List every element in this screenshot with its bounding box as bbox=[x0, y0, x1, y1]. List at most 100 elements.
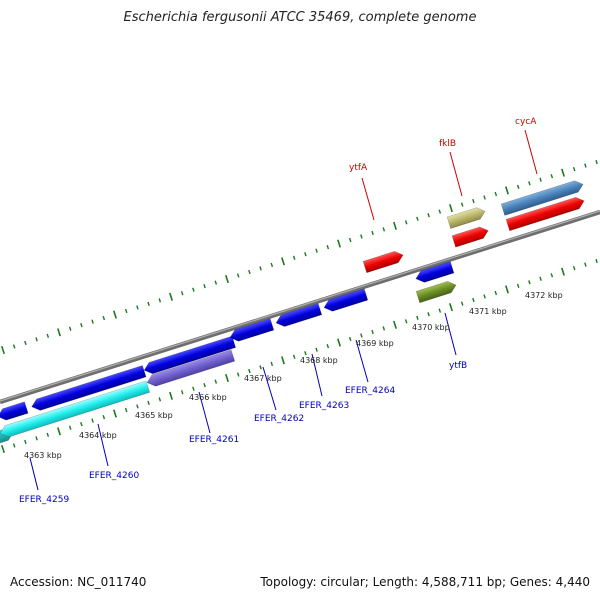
minor-tick bbox=[584, 163, 587, 168]
minor-tick bbox=[326, 245, 330, 250]
gene-label-ytfb: ytfB bbox=[449, 361, 467, 371]
gene-label-efer-4261: EFER_4261 bbox=[189, 435, 239, 445]
major-tick bbox=[225, 374, 229, 383]
leader-ytfb bbox=[444, 312, 457, 356]
minor-tick bbox=[348, 336, 352, 342]
minor-tick bbox=[371, 329, 374, 335]
leader-fklb bbox=[449, 151, 463, 197]
minor-tick bbox=[192, 287, 195, 292]
minor-tick bbox=[550, 273, 554, 278]
gene-ytfa bbox=[362, 251, 404, 274]
leader-efer-4259 bbox=[29, 457, 39, 491]
minor-tick bbox=[516, 184, 520, 189]
minor-tick bbox=[315, 248, 318, 253]
leader-efer-4260 bbox=[97, 423, 109, 467]
kbp-label: 4363 kbp bbox=[24, 451, 62, 460]
minor-tick bbox=[102, 315, 106, 321]
major-tick bbox=[393, 221, 397, 230]
major-tick bbox=[57, 427, 61, 436]
minor-tick bbox=[438, 308, 442, 313]
minor-tick bbox=[360, 234, 363, 239]
backbone-highlight bbox=[0, 210, 600, 402]
gene-label-fklb: fklB bbox=[439, 139, 456, 149]
gene-cyca bbox=[505, 196, 585, 232]
minor-tick bbox=[68, 326, 72, 331]
minor-tick bbox=[248, 269, 251, 275]
kbp-label: 4369 kbp bbox=[356, 339, 394, 348]
minor-tick bbox=[270, 262, 274, 267]
minor-tick bbox=[404, 319, 408, 324]
minor-tick bbox=[595, 258, 598, 264]
gene-label-efer-4264: EFER_4264 bbox=[345, 386, 395, 396]
gene-label-efer-4263: EFER_4263 bbox=[299, 401, 349, 411]
major-tick bbox=[449, 204, 453, 213]
kbp-label: 4365 kbp bbox=[135, 411, 173, 420]
major-tick bbox=[225, 275, 229, 284]
minor-tick bbox=[326, 344, 330, 349]
minor-tick bbox=[80, 323, 83, 328]
leader-efer-4261 bbox=[198, 391, 211, 434]
minor-tick bbox=[572, 167, 576, 172]
gene-efer-4261 bbox=[143, 335, 236, 375]
gene-efer-4264 bbox=[323, 288, 369, 312]
minor-tick bbox=[472, 198, 475, 204]
minor-tick bbox=[192, 386, 195, 391]
major-tick bbox=[505, 285, 509, 294]
minor-tick bbox=[382, 326, 386, 331]
minor-tick bbox=[203, 284, 206, 289]
minor-tick bbox=[12, 344, 16, 349]
kbp-label: 4366 kbp bbox=[189, 393, 227, 402]
major-tick bbox=[337, 338, 341, 347]
gene-label-efer-4259: EFER_4259 bbox=[19, 495, 69, 505]
kbp-label: 4368 kbp bbox=[300, 356, 338, 365]
gene-label-cyca: cycA bbox=[515, 117, 537, 127]
genome-backbone bbox=[0, 209, 600, 405]
minor-tick bbox=[416, 315, 419, 320]
gene-fklb bbox=[451, 226, 489, 248]
minor-tick bbox=[584, 262, 587, 267]
kbp-label: 4371 kbp bbox=[469, 307, 507, 316]
minor-tick bbox=[438, 209, 442, 214]
minor-tick bbox=[292, 354, 296, 359]
gene-efer-4261-cds bbox=[146, 349, 236, 387]
major-tick bbox=[281, 356, 285, 365]
scale-ticks bbox=[1, 159, 598, 454]
minor-tick bbox=[483, 195, 486, 200]
minor-tick bbox=[147, 400, 150, 406]
minor-tick bbox=[516, 283, 520, 288]
gene-label-efer-4262: EFER_4262 bbox=[254, 414, 304, 424]
minor-tick bbox=[270, 361, 274, 366]
minor-tick bbox=[572, 266, 576, 271]
gene-fklb-cds bbox=[446, 207, 486, 229]
major-tick bbox=[169, 391, 173, 400]
minor-tick bbox=[236, 273, 240, 278]
minor-tick bbox=[35, 337, 38, 342]
minor-tick bbox=[304, 351, 307, 356]
gene-efer-4259 bbox=[0, 401, 29, 421]
major-tick bbox=[561, 168, 565, 177]
minor-tick bbox=[259, 266, 262, 271]
minor-tick bbox=[214, 379, 218, 384]
minor-tick bbox=[46, 333, 50, 338]
minor-tick bbox=[180, 390, 184, 395]
minor-tick bbox=[24, 439, 27, 445]
leader-ytfa bbox=[361, 177, 375, 221]
leader-efer-4263 bbox=[311, 353, 323, 397]
minor-tick bbox=[68, 425, 72, 430]
minor-tick bbox=[35, 436, 38, 441]
major-tick bbox=[449, 303, 453, 312]
gene-label-efer-4260: EFER_4260 bbox=[89, 471, 139, 481]
gene-efer-4262 bbox=[229, 318, 275, 342]
minor-tick bbox=[460, 301, 464, 306]
minor-tick bbox=[360, 333, 363, 338]
gene-ytfb-cds bbox=[415, 281, 457, 304]
kbp-label: 4367 kbp bbox=[244, 374, 282, 383]
minor-tick bbox=[304, 252, 307, 257]
minor-tick bbox=[136, 404, 139, 409]
leader-efer-4262 bbox=[262, 366, 277, 411]
minor-tick bbox=[158, 397, 162, 402]
minor-tick bbox=[124, 407, 128, 413]
major-tick bbox=[1, 345, 5, 355]
minor-tick bbox=[550, 174, 554, 179]
minor-tick bbox=[528, 181, 531, 186]
